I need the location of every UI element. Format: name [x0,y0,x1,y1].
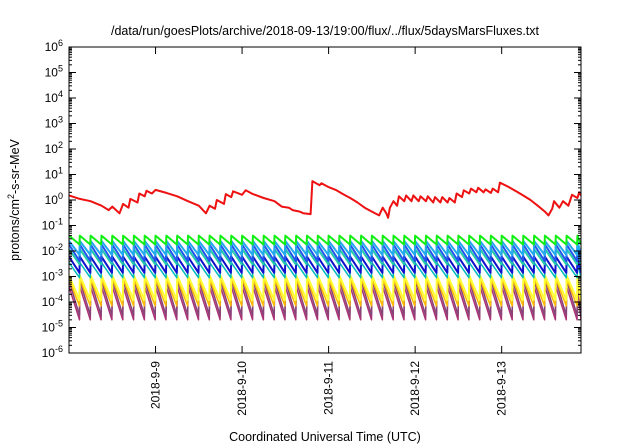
y-axis-label-sup: 2 [6,194,16,199]
x-tick-label: 2018-9-9 [149,361,163,409]
y-tick-exp: -4 [55,293,63,303]
y-tick-base: 10 [42,321,56,335]
series-line [69,274,581,301]
y-tick-base: 10 [42,219,56,233]
y-tick-base: 10 [45,91,59,105]
y-tick-base: 10 [45,117,59,131]
y-tick-label: 105 [45,64,63,80]
y-tick-base: 10 [42,244,56,258]
y-axis-label-pre: protons/cm [8,199,22,261]
x-axis-label: Coordinated Universal Time (UTC) [229,430,421,444]
y-axis-label: protons/cm2-s-sr-MeV [6,138,22,260]
y-tick-label: 10-3 [42,268,63,284]
y-axis-label-post: -s-sr-MeV [8,138,22,194]
y-tick-exp: 5 [58,64,63,74]
y-tick-base: 10 [42,295,56,309]
y-tick-label: 103 [45,115,63,131]
y-tick-exp: 6 [58,38,63,48]
y-tick-base: 10 [42,270,56,284]
y-tick-label: 104 [45,89,63,105]
y-tick-base: 10 [45,66,59,80]
series-line [69,234,581,246]
y-tick-label: 100 [45,191,63,207]
y-tick-label: 10-4 [42,293,63,309]
x-tick-label: 2018-9-11 [322,361,336,415]
series-layer [69,180,581,321]
chart-title: /data/run/goesPlots/archive/2018-09-13/1… [111,24,540,38]
x-axis: 2018-9-9 2018-9-10 2018-9-11 2018-9-12 2018-… [149,47,509,416]
y-tick-base: 10 [45,193,59,207]
y-tick-exp: -2 [55,242,63,252]
y-tick-exp: -1 [55,217,63,227]
x-tick-label: 2018-9-10 [235,361,249,416]
y-tick-exp: 4 [58,89,63,99]
y-tick-exp: -6 [55,344,63,354]
y-tick-base: 10 [45,40,59,54]
y-tick-exp: 0 [58,191,63,201]
y-tick-label: 10-2 [42,242,63,258]
y-tick-exp: -5 [55,319,63,329]
y-tick-base: 10 [45,168,59,182]
y-tick-exp: 3 [58,115,63,125]
y-tick-exp: 2 [58,140,63,150]
y-tick-label: 10-1 [42,217,63,233]
y-tick-base: 10 [45,142,59,156]
y-axis: 10-610-510-410-310-210-11001011021031041… [42,38,581,360]
y-tick-label: 10-6 [42,344,63,360]
series-line [69,180,581,219]
y-tick-exp: 1 [58,166,63,176]
y-tick-exp: -3 [55,268,63,278]
x-tick-label: 2018-9-12 [408,361,422,416]
y-tick-label: 10-5 [42,319,63,335]
y-tick-label: 106 [45,38,63,54]
y-tick-label: 102 [45,140,63,156]
x-tick-label: 2018-9-13 [495,361,509,416]
y-tick-label: 101 [45,166,63,182]
y-tick-base: 10 [42,346,56,360]
